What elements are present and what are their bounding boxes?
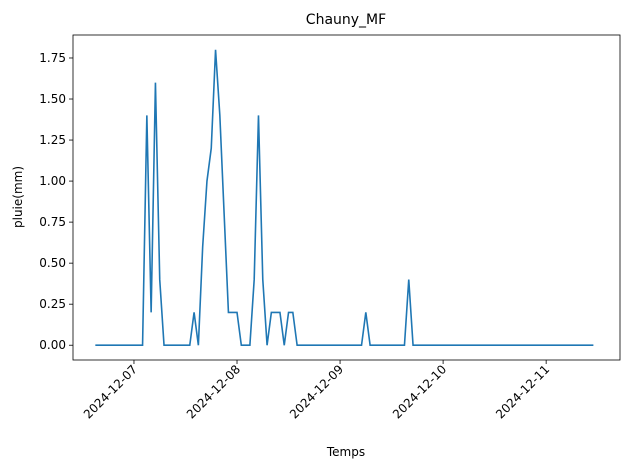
y-tick-label: 0.50	[39, 256, 66, 270]
y-tick-label: 0.00	[39, 338, 66, 352]
x-tick-label: 2024-12-07	[81, 362, 140, 421]
plot-frame	[72, 34, 621, 361]
data-line	[95, 49, 594, 347]
y-tick-label: 1.00	[39, 174, 66, 188]
x-tick-label: 2024-12-09	[287, 362, 346, 421]
y-tick-label: 0.75	[39, 215, 66, 229]
x-axis-label: Temps	[326, 445, 365, 459]
y-tick-label: 1.25	[39, 133, 66, 147]
x-tick-label: 2024-12-08	[184, 362, 243, 421]
chart-title: Chauny_MF	[306, 12, 386, 28]
y-axis-label: pluie(mm)	[11, 166, 25, 228]
x-tick-label: 2024-12-10	[390, 362, 449, 421]
y-tick-label: 1.75	[39, 51, 66, 65]
x-tick-label: 2024-12-11	[493, 362, 552, 421]
y-tick-label: 1.50	[39, 92, 66, 106]
y-tick-label: 0.25	[39, 297, 66, 311]
